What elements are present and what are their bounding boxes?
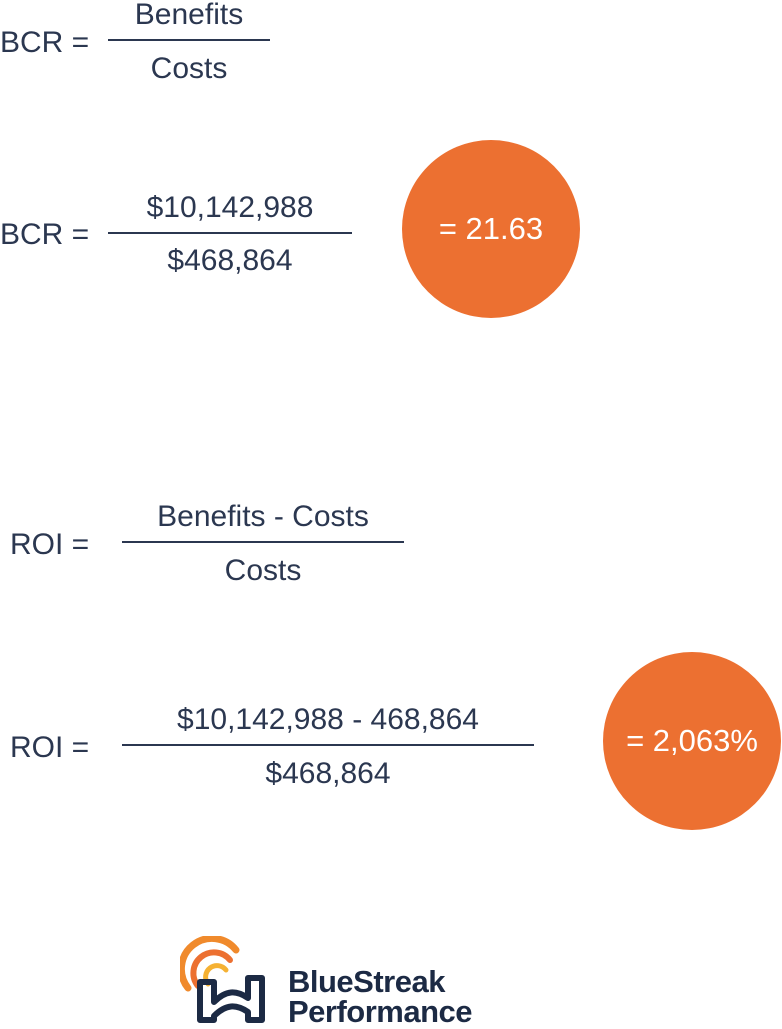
roi-formula-numerator: Benefits - Costs [157,500,369,533]
roi-formula-label: ROI = [10,528,90,561]
bcr-formula-fraction-bar [108,39,270,41]
bcr-calc-denominator: $468,864 [167,244,293,277]
logo-text-line2: Performance [288,994,473,1029]
logo-text-line1: BlueStreak [288,964,445,999]
roi-result-value: = 2,063% [626,723,758,758]
roi-calc-fraction-bar [122,744,534,746]
roi-formula-fraction-bar [122,541,404,543]
bcr-calc-fraction-bar [108,232,352,234]
bcr-formula-denominator: Costs [150,52,228,85]
bcr-formula-label: BCR = [0,26,90,59]
roi-result-circle: = 2,063% [603,652,781,830]
roi-formula-denominator: Costs [224,554,302,587]
roi-calc-numerator: $10,142,988 - 468,864 [177,703,479,736]
roi-calc-denominator: $468,864 [265,757,391,790]
bcr-calc-label: BCR = [0,218,90,251]
bluestreak-logo-icon [180,936,265,1023]
bcr-calc-numerator: $10,142,988 [146,191,314,224]
bcr-result-value: = 21.63 [438,211,544,246]
bcr-result-circle: = 21.63 [402,140,580,318]
bcr-formula-numerator: Benefits [134,0,244,31]
roi-calc-label: ROI = [10,731,90,764]
bluestreak-logo: BlueStreak Performance [180,936,520,1029]
